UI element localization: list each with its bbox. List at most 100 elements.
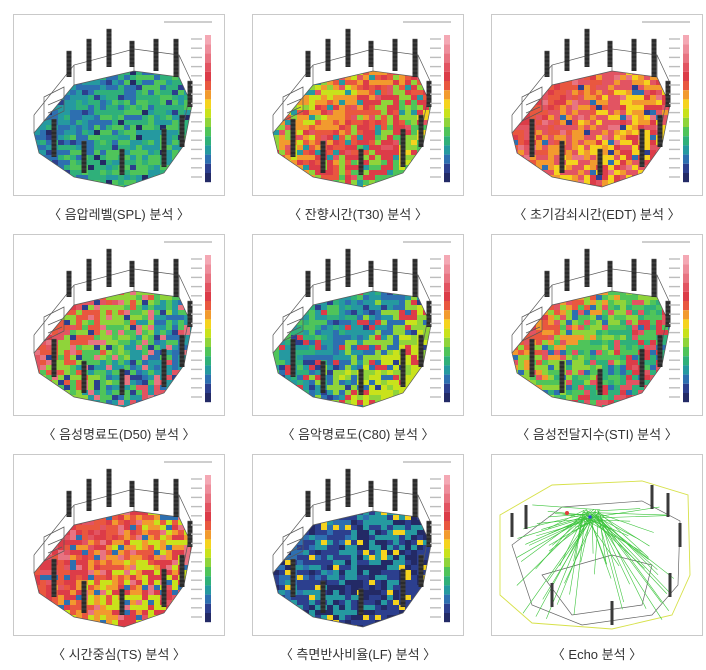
- legend-swatch: [444, 393, 450, 403]
- legend-swatch: [444, 53, 450, 63]
- speaker-column: [358, 149, 364, 175]
- speaker-column: [187, 521, 193, 547]
- legend-swatch: [205, 347, 211, 357]
- legend-swatch: [205, 594, 211, 604]
- legend-swatch: [205, 117, 211, 127]
- legend-swatch: [444, 585, 450, 595]
- speaker-column: [173, 259, 179, 297]
- panel-caption: 〈 Echo 분석 〉: [551, 647, 643, 662]
- legend-swatch: [444, 548, 450, 558]
- speaker-column: [187, 81, 193, 107]
- legend-swatch: [683, 127, 689, 137]
- legend-swatch: [205, 255, 211, 265]
- legend-swatch: [205, 539, 211, 549]
- speaker-column: [400, 569, 406, 607]
- speaker-column: [544, 51, 550, 77]
- legend-swatch: [205, 136, 211, 146]
- speaker-column: [639, 129, 645, 167]
- legend-swatch: [683, 81, 689, 91]
- legend-swatch: [205, 493, 211, 503]
- legend-swatch: [444, 356, 450, 366]
- legend-swatch: [205, 557, 211, 567]
- legend-swatch: [205, 356, 211, 366]
- speaker-column: [584, 249, 590, 287]
- simulation-image: [13, 234, 225, 416]
- speaker-column: [66, 271, 72, 297]
- legend-swatch: [205, 291, 211, 301]
- speaker-column: [666, 493, 670, 517]
- legend-swatch: [444, 365, 450, 375]
- legend-swatch: [444, 576, 450, 586]
- legend-swatch: [444, 530, 450, 540]
- legend-swatch: [683, 99, 689, 109]
- panel-caption: 〈 잔향시간(T30) 분석 〉: [288, 207, 428, 222]
- speaker-column: [173, 479, 179, 517]
- legend-swatch: [205, 127, 211, 137]
- speaker-column: [358, 369, 364, 395]
- legend-swatch: [444, 493, 450, 503]
- legend-swatch: [444, 502, 450, 512]
- speaker-column: [426, 301, 432, 327]
- legend-swatch: [683, 393, 689, 403]
- legend-swatch: [444, 127, 450, 137]
- panel-caption: 〈 측면반사비율(LF) 분석 〉: [279, 647, 437, 662]
- legend-swatch: [205, 99, 211, 109]
- speaker-column: [66, 51, 72, 77]
- speaker-column: [119, 589, 125, 615]
- simulation-image: [491, 234, 703, 416]
- legend-swatch: [444, 62, 450, 72]
- speaker-column: [607, 41, 613, 67]
- legend-swatch: [444, 347, 450, 357]
- legend-swatch: [444, 319, 450, 329]
- legend-swatch: [444, 337, 450, 347]
- speaker-column: [290, 559, 296, 597]
- heatmap-render: [33, 21, 212, 188]
- legend-swatch: [205, 35, 211, 45]
- panel-caption: 〈 음성명료도(D50) 분석 〉: [42, 427, 196, 442]
- heatmap-render: [33, 241, 212, 408]
- heatmap-render: [272, 461, 451, 628]
- legend-swatch: [205, 62, 211, 72]
- simulation-image: [491, 454, 703, 636]
- speaker-column: [51, 559, 57, 597]
- speaker-column: [651, 39, 657, 77]
- legend-swatch: [683, 347, 689, 357]
- legend-swatch: [683, 35, 689, 45]
- legend-swatch: [683, 53, 689, 63]
- legend-swatch: [444, 99, 450, 109]
- legend-swatch: [683, 154, 689, 164]
- speaker-column: [106, 29, 112, 67]
- speaker-column: [305, 491, 311, 517]
- legend-swatch: [444, 557, 450, 567]
- legend-swatch: [444, 301, 450, 311]
- speaker-column: [368, 261, 374, 287]
- legend-swatch: [205, 521, 211, 531]
- speaker-column: [290, 119, 296, 157]
- legend-swatch: [205, 108, 211, 118]
- speaker-column: [544, 271, 550, 297]
- speaker-column: [358, 589, 364, 615]
- legend-swatch: [683, 291, 689, 301]
- legend-swatch: [205, 282, 211, 292]
- simulation-image: [13, 454, 225, 636]
- legend-swatch: [444, 594, 450, 604]
- speaker-column: [51, 119, 57, 157]
- speaker-column: [412, 39, 418, 77]
- heatmap-render: [272, 241, 451, 408]
- legend-swatch: [205, 484, 211, 494]
- legend-swatch: [205, 383, 211, 393]
- speaker-column: [119, 369, 125, 395]
- speaker-column: [584, 29, 590, 67]
- speaker-column: [305, 271, 311, 297]
- legend-swatch: [683, 117, 689, 127]
- speaker-column: [106, 469, 112, 507]
- speaker-column: [650, 485, 654, 509]
- legend-swatch: [205, 301, 211, 311]
- legend-swatch: [444, 145, 450, 155]
- panel-caption: 〈 초기감쇠시간(EDT) 분석 〉: [513, 207, 681, 222]
- speaker-column: [665, 81, 671, 107]
- legend-swatch: [205, 530, 211, 540]
- speaker-column: [129, 261, 135, 287]
- speaker-column: [597, 149, 603, 175]
- legend-swatch: [444, 374, 450, 384]
